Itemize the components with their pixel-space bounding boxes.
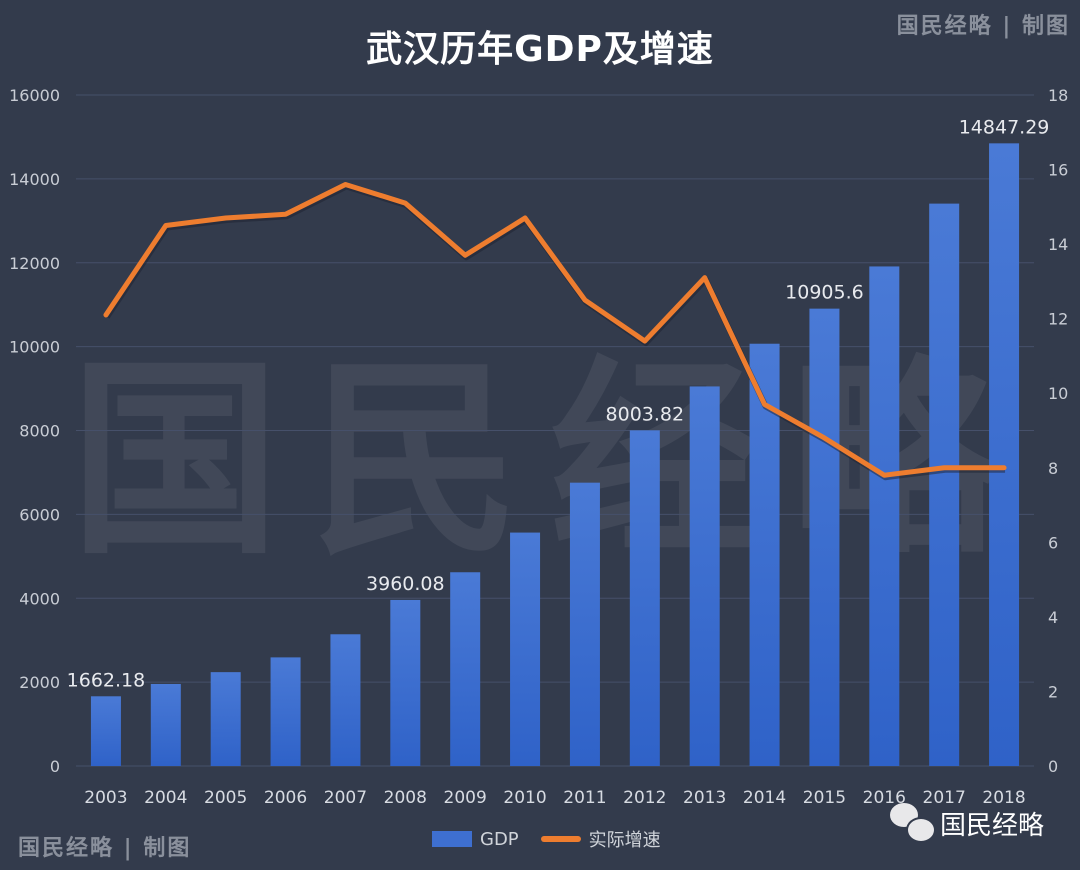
x-axis-tick-label: 2005 bbox=[204, 788, 247, 808]
x-axis-tick-label: 2018 bbox=[982, 788, 1025, 808]
legend-growth-swatch bbox=[540, 836, 581, 842]
wechat-icon bbox=[889, 803, 936, 843]
gdp-bar-2010 bbox=[510, 532, 541, 766]
right-axis-tick-label: 8 bbox=[1048, 459, 1058, 478]
left-axis-tick-label: 12000 bbox=[9, 254, 60, 273]
gdp-bar-2003 bbox=[90, 696, 121, 766]
x-axis-tick-label: 2015 bbox=[803, 788, 846, 808]
gdp-data-label-2008: 3960.08 bbox=[366, 573, 445, 595]
gdp-bar-2012 bbox=[629, 430, 660, 766]
left-axis-tick-label: 14000 bbox=[9, 170, 60, 189]
gdp-data-label-2012: 8003.82 bbox=[606, 403, 685, 425]
gdp-bar-2004 bbox=[150, 683, 181, 766]
x-axis-tick-label: 2004 bbox=[144, 788, 187, 808]
left-axis-tick-label: 16000 bbox=[9, 86, 60, 105]
legend: GDP 实际增速 bbox=[432, 826, 661, 852]
right-axis-tick-label: 14 bbox=[1048, 235, 1068, 254]
x-axis-tick-label: 2014 bbox=[743, 788, 786, 808]
left-axis-tick-label: 4000 bbox=[19, 589, 60, 608]
gdp-data-label-2003: 1662.18 bbox=[67, 669, 146, 691]
right-axis-tick-label: 6 bbox=[1048, 533, 1058, 552]
gdp-bar-2009 bbox=[450, 572, 481, 766]
left-axis-tick-label: 2000 bbox=[19, 673, 60, 692]
legend-growth-label: 实际增速 bbox=[588, 830, 661, 851]
x-axis-tick-label: 2017 bbox=[923, 788, 966, 808]
right-axis-tick-label: 0 bbox=[1048, 757, 1058, 776]
x-axis-tick-label: 2009 bbox=[444, 788, 487, 808]
left-axis-tick-label: 8000 bbox=[19, 422, 60, 441]
gdp-bar-2015 bbox=[809, 308, 840, 766]
x-axis-tick-label: 2011 bbox=[563, 788, 606, 808]
gdp-bar-2017 bbox=[929, 203, 960, 767]
x-axis-tick-label: 2010 bbox=[503, 788, 546, 808]
right-axis-tick-label: 10 bbox=[1048, 384, 1068, 403]
chart-title: 武汉历年GDP及增速 bbox=[366, 29, 714, 70]
legend-gdp-swatch bbox=[432, 831, 472, 847]
gdp-bar-2008 bbox=[390, 599, 421, 766]
gdp-data-label-2018: 14847.29 bbox=[959, 116, 1050, 138]
x-axis-tick-label: 2013 bbox=[683, 788, 726, 808]
x-axis-tick-label: 2003 bbox=[84, 788, 127, 808]
gdp-bar-2007 bbox=[330, 634, 361, 766]
right-axis-tick-label: 4 bbox=[1048, 608, 1058, 627]
right-axis-tick-label: 16 bbox=[1048, 161, 1068, 180]
right-axis-tick-label: 12 bbox=[1048, 310, 1068, 329]
gdp-bar-2006 bbox=[270, 657, 301, 766]
gdp-bar-2018 bbox=[989, 143, 1020, 766]
growth-line bbox=[103, 181, 1007, 478]
right-axis-tick-label: 18 bbox=[1048, 86, 1068, 105]
x-axis-tick-label: 2006 bbox=[264, 788, 307, 808]
credit-watermark-top: 国民经略 | 制图 bbox=[896, 13, 1070, 39]
x-axis-tick-label: 2007 bbox=[324, 788, 367, 808]
wechat-account-name: 国民经略 bbox=[939, 810, 1044, 841]
wechat-account-mark: 国民经略 bbox=[889, 803, 1044, 843]
credit-watermark-bottom: 国民经略 | 制图 bbox=[18, 835, 192, 861]
legend-gdp-label: GDP bbox=[480, 828, 519, 850]
gdp-bar-2005 bbox=[210, 672, 241, 766]
left-axis-tick-label: 0 bbox=[50, 757, 60, 776]
x-axis-tick-label: 2008 bbox=[384, 788, 427, 808]
right-axis-tick-label: 2 bbox=[1048, 682, 1058, 701]
x-axis-tick-label: 2012 bbox=[623, 788, 666, 808]
x-axis-tick-label: 2016 bbox=[863, 788, 906, 808]
gdp-bar-2016 bbox=[869, 266, 900, 766]
gdp-data-label-2015: 10905.6 bbox=[785, 282, 864, 304]
left-axis-tick-label: 10000 bbox=[9, 338, 60, 357]
gdp-bar-2011 bbox=[569, 482, 600, 766]
gdp-bar-2013 bbox=[689, 386, 720, 766]
left-axis-tick-label: 6000 bbox=[19, 505, 60, 524]
